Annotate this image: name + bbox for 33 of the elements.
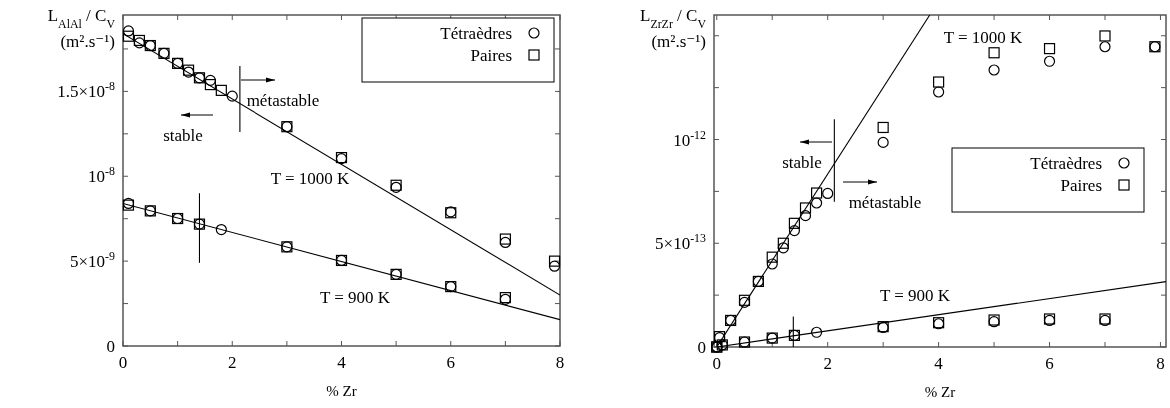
- y-tick-label: 5×10$^{-13}$: [655, 231, 707, 254]
- x-tick-label: 8: [1156, 354, 1165, 373]
- x-tick-label: 0: [118, 353, 128, 372]
- annotation: T = 900 K: [879, 286, 951, 305]
- legend-label: Tétraèdres: [1030, 154, 1102, 173]
- y-tick-label: 0: [697, 338, 706, 357]
- legend-label: Paires: [1060, 176, 1102, 195]
- annotation: T = 900 K: [319, 288, 391, 307]
- x-tick-label: 2: [228, 353, 237, 372]
- x-tick-label: 0: [712, 354, 722, 373]
- annotation: T = 1000 K: [270, 169, 351, 188]
- annotation: métastable: [246, 91, 320, 110]
- annotation: métastable: [848, 193, 922, 212]
- legend-label: Paires: [470, 46, 512, 65]
- x-tick-label: 2: [823, 354, 832, 373]
- y-axis-title: L$_{AlAl}$ / C$_{V}$ (m².s⁻¹): [47, 6, 116, 51]
- x-tick-label: 4: [934, 354, 944, 373]
- legend-label: Tétraèdres: [440, 24, 512, 43]
- y-axis-title: L$_{ZrZr}$ / C$_{V}$ (m².s⁻¹): [640, 6, 707, 51]
- x-tick-label: 6: [1045, 354, 1054, 373]
- y-tick-label: 0: [106, 337, 115, 356]
- annotation: stable: [782, 153, 822, 172]
- x-axis-title: % Zr: [326, 383, 357, 399]
- y-tick-label: 1.5×10$^{-8}$: [57, 79, 116, 102]
- y-tick-label: 5×10$^{-9}$: [70, 249, 116, 272]
- y-tick-label: 10$^{-8}$: [88, 164, 116, 187]
- y-tick-label: 10$^{-12}$: [673, 127, 707, 150]
- x-tick-label: 4: [337, 353, 347, 372]
- x-tick-label: 8: [555, 353, 565, 372]
- x-axis-title: % Zr: [924, 384, 956, 400]
- x-tick-label: 6: [446, 353, 455, 372]
- annotation: T = 1000 K: [943, 28, 1024, 47]
- annotation: stable: [163, 126, 203, 145]
